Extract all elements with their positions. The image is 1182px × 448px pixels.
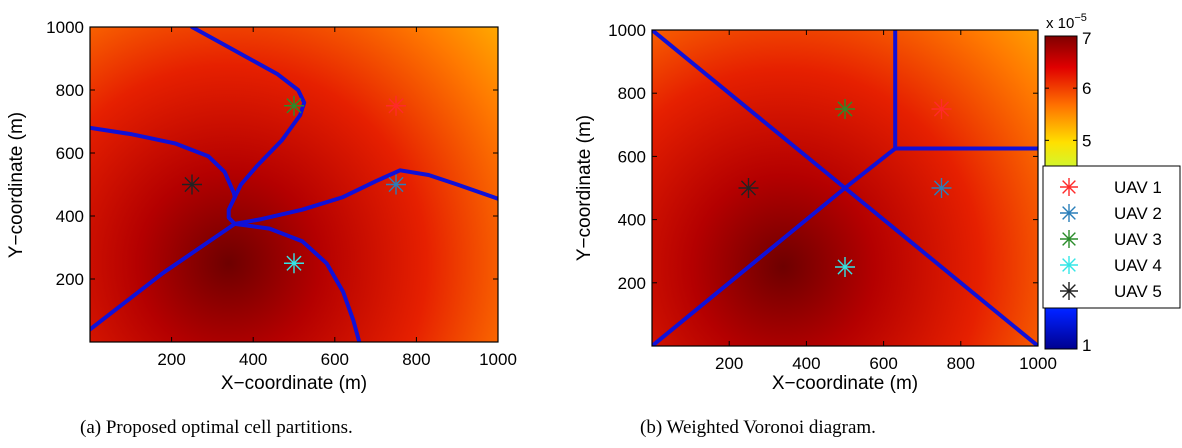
cell-boundary bbox=[190, 27, 307, 200]
plot-frame-b bbox=[651, 29, 1039, 347]
y-axis-label-b: Y−coordinate (m) bbox=[574, 115, 595, 261]
y-tick-label: 200 bbox=[618, 274, 646, 293]
uav-marker-uav-2 bbox=[386, 174, 406, 195]
legend-label: UAV 2 bbox=[1114, 204, 1162, 223]
cell-boundary bbox=[226, 195, 237, 226]
legend-entry: UAV 4 bbox=[1060, 256, 1162, 275]
x-tick-label: 200 bbox=[715, 354, 743, 373]
uav-markers-a bbox=[182, 95, 406, 274]
x-tick-label: 1000 bbox=[479, 350, 517, 369]
y-tick-label: 600 bbox=[618, 147, 646, 166]
cell-boundaries-a bbox=[90, 27, 498, 342]
x-ticks-a: 200 400 600 800 1000 bbox=[157, 27, 517, 369]
cell-boundaries-b bbox=[652, 30, 1038, 346]
legend-label: UAV 5 bbox=[1114, 282, 1162, 301]
y-tick-label: 600 bbox=[56, 144, 84, 163]
x-tick-label: 400 bbox=[792, 354, 820, 373]
y-ticks-b: 200 400 600 800 1000 bbox=[608, 21, 1038, 293]
x-ticks-b: 200 400 600 800 1000 bbox=[715, 30, 1057, 373]
x-axis-label-a: X−coordinate (m) bbox=[221, 373, 367, 394]
uav-marker-uav-1 bbox=[386, 95, 406, 116]
legend-entry: UAV 1 bbox=[1060, 178, 1162, 197]
plot-frame-a bbox=[89, 26, 499, 343]
panel-a: 200 400 600 800 1000 200 400 600 800 1000 X−coor… bbox=[6, 18, 517, 438]
legend-items: UAV 1 UAV 2 UAV 3 UAV 4 UAV 5 bbox=[1060, 178, 1162, 301]
x-tick-label: 200 bbox=[157, 350, 185, 369]
uav-marker-uav-3 bbox=[284, 95, 304, 116]
x-tick-label: 800 bbox=[947, 354, 975, 373]
colorbar-tick-label: 6 bbox=[1082, 79, 1091, 98]
uav-marker-uav-4 bbox=[284, 253, 304, 274]
legend: UAV 1 UAV 2 UAV 3 UAV 4 UAV 5 bbox=[1042, 165, 1181, 309]
x-axis-label-b: X−coordinate (m) bbox=[772, 373, 918, 394]
y-tick-label: 200 bbox=[56, 270, 84, 289]
plot-area-a bbox=[90, 27, 498, 342]
legend-entry: UAV 3 bbox=[1060, 230, 1162, 249]
colorbar-tick-label: 1 bbox=[1082, 336, 1091, 355]
cell-boundary bbox=[893, 30, 1038, 151]
cell-boundary bbox=[652, 146, 898, 346]
legend-label: UAV 1 bbox=[1114, 178, 1162, 197]
y-tick-label: 400 bbox=[618, 211, 646, 230]
cell-boundary bbox=[232, 168, 498, 226]
caption-a: (a) Proposed optimal cell partitions. bbox=[80, 417, 353, 438]
y-tick-label: 1000 bbox=[608, 21, 646, 40]
legend-entry: UAV 2 bbox=[1060, 204, 1162, 223]
legend-entry: UAV 5 bbox=[1060, 282, 1162, 301]
colorbar-tick-label: 7 bbox=[1082, 29, 1091, 48]
colorbar-multiplier: x 10−5 bbox=[1046, 12, 1087, 32]
x-tick-label: 800 bbox=[402, 350, 430, 369]
cell-boundary bbox=[232, 221, 362, 342]
uav-marker-uav-1 bbox=[931, 99, 952, 119]
caption-b: (b) Weighted Voronoi diagram. bbox=[640, 417, 876, 438]
uav-markers-b bbox=[738, 99, 952, 277]
uav-marker-uav-4 bbox=[835, 257, 855, 277]
uav-marker-uav-3 bbox=[835, 99, 855, 119]
y-ticks-a: 200 400 600 800 1000 bbox=[46, 18, 498, 289]
legend-label: UAV 4 bbox=[1114, 256, 1162, 275]
y-tick-label: 800 bbox=[56, 81, 84, 100]
uav-marker-uav-2 bbox=[931, 178, 952, 198]
x-tick-label: 1000 bbox=[1019, 354, 1057, 373]
cell-boundary bbox=[90, 221, 237, 332]
y-axis-label-a: Y−coordinate (m) bbox=[6, 112, 27, 258]
uav-marker-uav-5 bbox=[182, 174, 202, 195]
panel-b: 200 400 600 800 1000 200 400 600 800 1000 X−coor… bbox=[574, 12, 1181, 438]
x-tick-label: 600 bbox=[321, 350, 349, 369]
cell-boundary bbox=[90, 125, 237, 200]
colorbar-tick-label: 5 bbox=[1082, 131, 1091, 150]
y-tick-label: 1000 bbox=[46, 18, 84, 37]
y-tick-label: 800 bbox=[618, 84, 646, 103]
x-tick-label: 400 bbox=[239, 350, 267, 369]
x-tick-label: 600 bbox=[869, 354, 897, 373]
uav-marker-uav-5 bbox=[738, 178, 759, 198]
y-tick-label: 400 bbox=[56, 207, 84, 226]
legend-label: UAV 3 bbox=[1114, 230, 1162, 249]
